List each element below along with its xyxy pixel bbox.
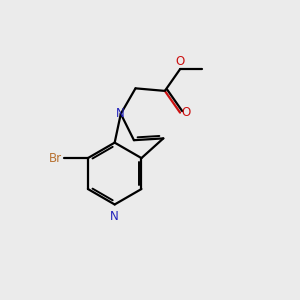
Text: O: O [182, 106, 191, 119]
Text: N: N [116, 107, 124, 120]
Text: Br: Br [49, 152, 62, 165]
Text: O: O [176, 55, 185, 68]
Text: N: N [110, 210, 119, 223]
